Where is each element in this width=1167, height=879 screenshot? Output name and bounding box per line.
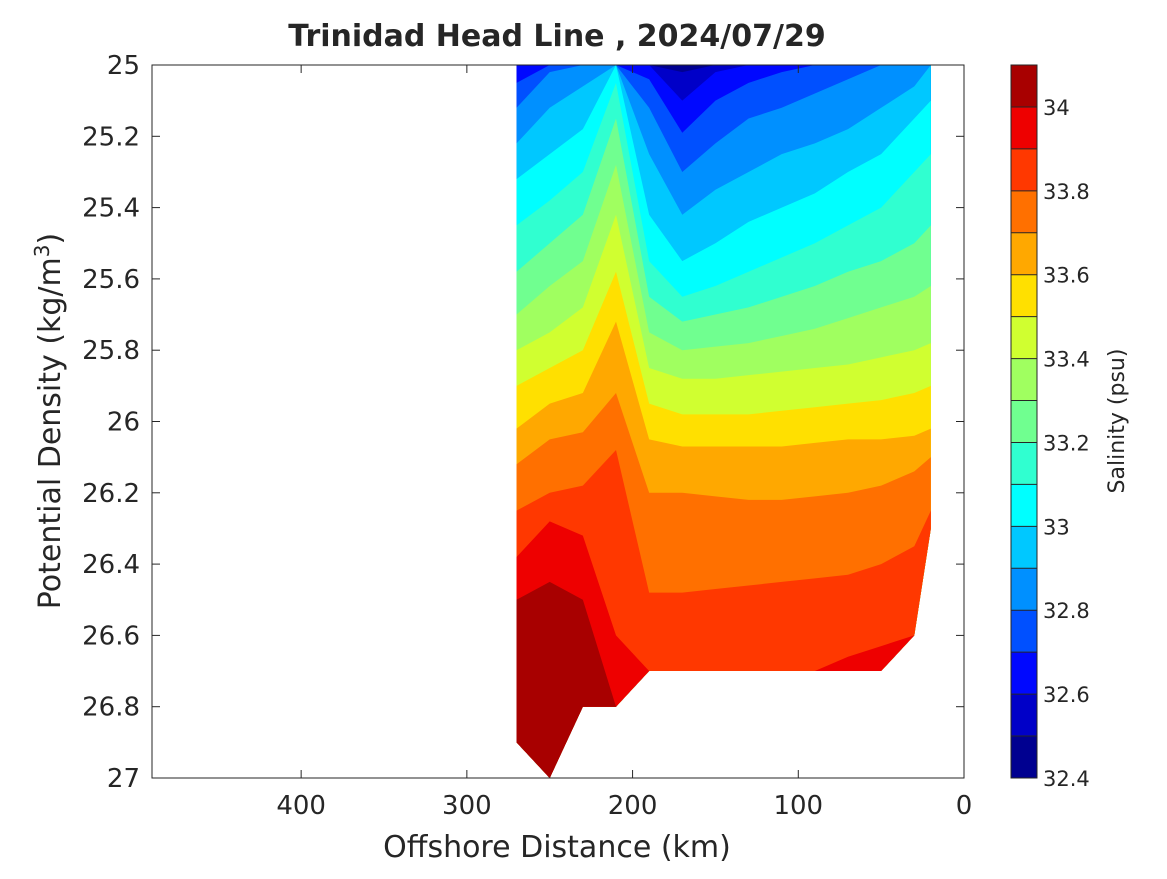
colorbar-tick-label: 34 bbox=[1043, 96, 1070, 120]
y-tick-label: 25.2 bbox=[82, 122, 140, 152]
colorbar-swatch bbox=[1011, 358, 1037, 401]
y-tick-label: 26.8 bbox=[82, 693, 140, 723]
x-tick-label: 100 bbox=[773, 791, 823, 821]
y-axis-label-end: ) bbox=[33, 233, 68, 245]
y-tick-label: 25 bbox=[107, 51, 140, 81]
colorbar-swatch bbox=[1011, 652, 1037, 695]
colorbar-swatch bbox=[1011, 274, 1037, 317]
y-tick-label: 26 bbox=[107, 408, 140, 438]
y-axis-label-base: Potential Density (kg/m bbox=[33, 257, 68, 609]
colorbar-swatch bbox=[1011, 442, 1037, 485]
y-tick-label: 25.8 bbox=[82, 336, 140, 366]
x-axis: 400 300 200 100 0 bbox=[276, 65, 972, 821]
y-tick-label: 25.6 bbox=[82, 265, 140, 295]
y-axis-label-superscript: 3 bbox=[30, 244, 54, 257]
colorbar-swatch bbox=[1011, 106, 1037, 149]
x-axis-label: Offshore Distance (km) bbox=[383, 830, 731, 865]
y-tick-label: 25.4 bbox=[82, 194, 140, 224]
y-tick-label: 26.6 bbox=[82, 621, 140, 651]
colorbar-tick-label: 33.8 bbox=[1043, 180, 1090, 204]
colorbar-swatch bbox=[1011, 232, 1037, 275]
colorbar-swatch bbox=[1011, 568, 1037, 611]
colorbar-swatch bbox=[1011, 736, 1037, 778]
colorbar: 32.4 32.6 32.8 33 33.2 33.4 33.6 33.8 34 bbox=[1010, 64, 1090, 791]
colorbar-swatch bbox=[1011, 694, 1037, 737]
colorbar-tick-label: 33 bbox=[1043, 515, 1070, 539]
colorbar-tick-label: 33.2 bbox=[1043, 431, 1090, 455]
y-tick-label: 26.2 bbox=[82, 479, 140, 509]
colorbar-swatch bbox=[1011, 190, 1037, 233]
colorbar-tick-label: 33.6 bbox=[1043, 264, 1090, 288]
x-tick-label: 200 bbox=[608, 791, 658, 821]
y-tick-label: 26.4 bbox=[82, 550, 140, 580]
y-tick-label: 27 bbox=[107, 764, 140, 794]
y-axis: 25 25.2 25.4 25.6 25.8 26 26.2 26.4 26.6 26.8 27 bbox=[82, 51, 964, 794]
colorbar-tick-label: 33.4 bbox=[1043, 348, 1090, 372]
y-axis-label: Potential Density (kg/m3) bbox=[30, 233, 68, 609]
chart-title: Trinidad Head Line , 2024/07/29 bbox=[288, 19, 825, 54]
colorbar-swatch bbox=[1011, 526, 1037, 569]
colorbar-tick-label: 32.8 bbox=[1043, 599, 1090, 623]
contour-fill-layer bbox=[516, 65, 931, 778]
colorbar-swatch bbox=[1011, 316, 1037, 359]
colorbar-swatch bbox=[1011, 148, 1037, 191]
colorbar-label: Salinity (psu) bbox=[1105, 349, 1130, 494]
x-tick-label: 0 bbox=[956, 791, 973, 821]
colorbar-frame bbox=[1010, 64, 1038, 779]
colorbar-swatch bbox=[1011, 400, 1037, 443]
colorbar-swatch bbox=[1011, 65, 1037, 107]
colorbar-swatch bbox=[1011, 610, 1037, 653]
x-tick-label: 300 bbox=[442, 791, 492, 821]
colorbar-tick-label: 32.6 bbox=[1043, 683, 1090, 707]
contour-band-c34_1 bbox=[516, 528, 931, 778]
x-tick-label: 400 bbox=[276, 791, 326, 821]
colorbar-swatch bbox=[1011, 484, 1037, 527]
colorbar-tick-label: 32.4 bbox=[1043, 767, 1090, 791]
